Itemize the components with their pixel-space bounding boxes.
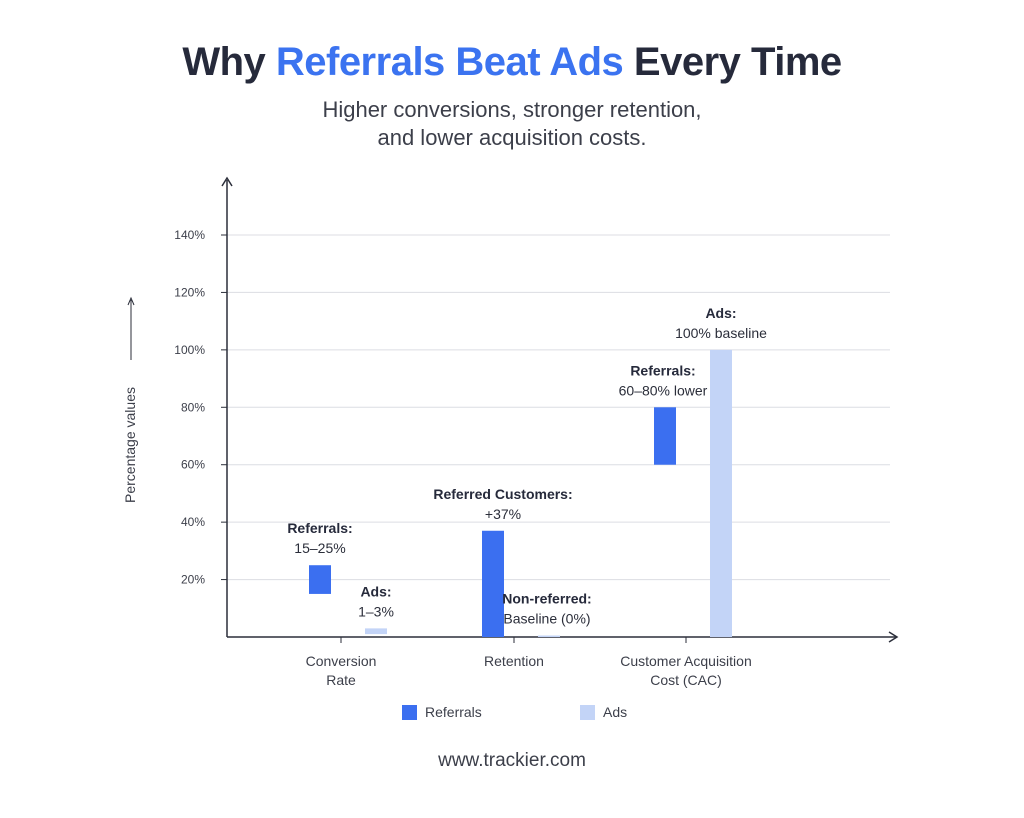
y-axis-arrow (221, 176, 233, 187)
data-label-title: Referred Customers: (433, 486, 572, 502)
y-tick-label: 120% (174, 285, 205, 299)
data-label-value: 100% baseline (675, 325, 767, 341)
title-part-1: Why (182, 40, 276, 84)
legend-swatch-referrals (402, 704, 417, 720)
x-axis-arrow (888, 631, 899, 643)
legend-swatch-ads (580, 704, 595, 720)
bar-ads (365, 628, 387, 635)
data-label-title: Referrals: (287, 520, 352, 536)
bar-ads (710, 349, 732, 637)
data-label-title: Ads: (360, 583, 391, 599)
data-label-value: +37% (485, 506, 521, 522)
data-label-value: Baseline (0%) (503, 611, 590, 627)
legend-label-referrals: Referrals (425, 704, 482, 720)
y-tick-label: 80% (181, 400, 205, 414)
y-tick-label: 140% (174, 228, 205, 242)
y-tick-label: 40% (181, 515, 205, 529)
bar-chart: 20% 40% 60% 80% 100% 120% 140% Percentage value… (122, 176, 899, 688)
bar-ads (538, 635, 560, 637)
footer-url: www.trackier.com (438, 750, 586, 771)
y-tick-label: 20% (181, 573, 205, 587)
data-label-title: Ads: (705, 305, 736, 321)
data-label-title: Non-referred: (502, 591, 591, 607)
data-label-value: 1–3% (358, 603, 394, 619)
y-tick-label: 60% (181, 458, 205, 472)
legend: Referrals Ads (0, 704, 1024, 728)
legend-item-referrals: Referrals (402, 704, 482, 720)
y-tick-label: 100% (174, 343, 205, 357)
legend-item-ads: Ads (580, 704, 627, 720)
data-label-value: 15–25% (294, 540, 345, 556)
bar-referrals (309, 565, 331, 594)
y-label-arrow-head (127, 296, 135, 306)
x-tick-label: Rate (326, 672, 356, 688)
data-label-title: Referrals: (630, 362, 695, 378)
title-part-2: Every Time (623, 40, 842, 84)
legend-label-ads: Ads (603, 704, 628, 720)
bar-referrals (482, 530, 504, 637)
y-axis-label: Percentage values (122, 387, 138, 503)
x-tick-label: Customer Acquisition (620, 653, 752, 669)
subtitle-line-1: Higher conversions, stronger retention, (322, 97, 702, 122)
x-tick-label: Cost (CAC) (650, 672, 722, 688)
bar-referrals (654, 407, 676, 465)
x-tick-label: Conversion (306, 653, 377, 669)
chart-title: Why Referrals Beat Ads Every Time (0, 40, 1024, 85)
x-tick-label: Retention (484, 653, 544, 669)
title-accent: Referrals Beat Ads (275, 40, 624, 84)
chart-subtitle: Higher conversions, stronger retention, … (212, 96, 812, 152)
data-label-value: 60–80% lower (619, 382, 708, 398)
subtitle-line-2: and lower acquisition costs. (377, 125, 647, 150)
